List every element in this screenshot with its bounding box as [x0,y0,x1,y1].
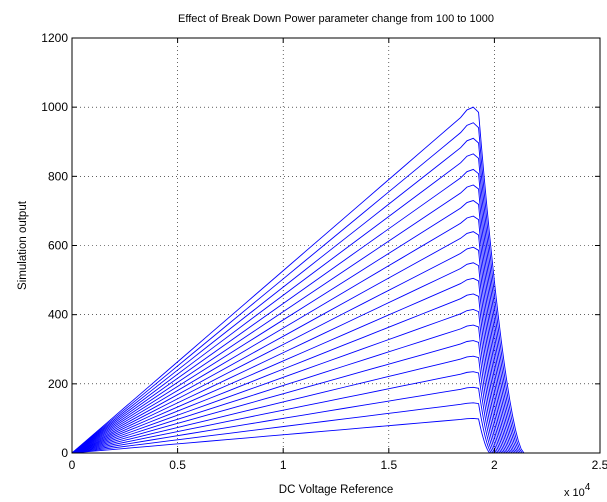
y-tick-label: 0 [61,446,68,460]
series-line [71,402,493,454]
series-line [71,293,505,454]
y-tick-label: 400 [48,308,68,322]
x-tick-label: 0.5 [169,458,186,472]
x-axis-multiplier: x 104 [564,482,591,499]
x-tick-label: 2.5 [592,458,607,472]
series-line [71,371,496,454]
series-line [71,184,516,454]
series-line [71,200,515,454]
x-axis-multiplier-base: x 10 [564,487,585,499]
y-tick-label: 1200 [41,31,68,45]
series-line [71,262,508,454]
series-lines [71,106,525,454]
y-tick-label: 800 [48,169,68,183]
series-line [71,277,506,454]
series-line [71,324,501,454]
series-line [71,386,494,454]
ticks: 0 0.5 1 1.5 2 2.5 0 200 400 600 800 1000 1200 [41,31,607,472]
x-tick-label: 2 [491,458,498,472]
series-line [71,215,513,454]
series-line [71,168,518,454]
series-line [71,417,491,454]
x-tick-label: 1 [280,458,287,472]
series-line [71,231,511,454]
x-axis-label: DC Voltage Reference [279,484,393,496]
series-line [71,309,503,454]
series-line [71,122,523,454]
series-line [71,246,510,454]
x-axis-multiplier-exponent: 4 [585,482,591,493]
series-line [71,137,521,454]
y-tick-label: 1000 [41,100,68,114]
series-line [71,340,499,454]
series-line [71,153,520,454]
series-line [71,106,525,454]
y-tick-label: 600 [48,239,68,253]
y-tick-label: 200 [48,377,68,391]
x-tick-label: 1.5 [380,458,397,472]
x-tick-label: 0 [69,458,76,472]
chart-title: Effect of Break Down Power parameter cha… [178,13,494,25]
y-axis-label: Simulation output [17,200,29,290]
series-line [71,355,498,454]
